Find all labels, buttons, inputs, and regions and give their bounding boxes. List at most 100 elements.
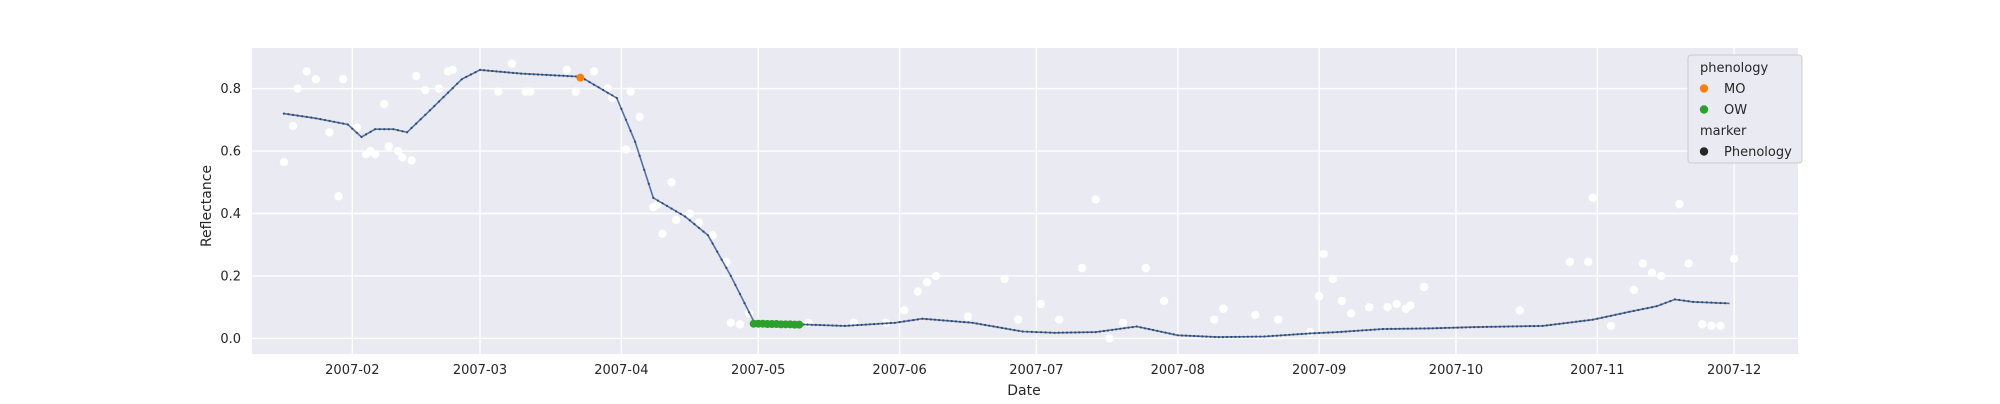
smoothed-line-marker bbox=[323, 118, 327, 122]
smoothed-line-marker bbox=[1600, 316, 1603, 319]
smoothed-line-marker bbox=[424, 113, 427, 116]
smoothed-line-marker bbox=[958, 320, 962, 323]
smoothed-line-marker bbox=[748, 311, 751, 314]
smoothed-line-marker bbox=[1164, 331, 1167, 334]
smoothed-line-marker bbox=[1664, 301, 1667, 304]
smoothed-line-marker bbox=[1013, 329, 1016, 332]
smoothed-line-marker bbox=[1039, 331, 1043, 334]
smoothed-line-marker bbox=[1086, 331, 1089, 334]
raw-observation-point bbox=[525, 87, 535, 96]
raw-observation-point bbox=[1729, 254, 1739, 263]
raw-observation-point bbox=[685, 209, 695, 218]
smoothed-line-marker bbox=[1394, 327, 1397, 330]
smoothed-line-marker bbox=[665, 204, 669, 207]
smoothed-line-marker bbox=[839, 324, 842, 327]
smoothed-line-marker bbox=[287, 113, 290, 116]
smoothed-line-marker bbox=[1623, 311, 1626, 314]
smoothed-line-marker bbox=[383, 128, 386, 131]
smoothed-line-marker bbox=[1168, 332, 1171, 335]
raw-observation-point bbox=[339, 75, 348, 84]
smoothed-line-marker bbox=[1587, 319, 1590, 322]
smoothed-line-marker bbox=[1275, 334, 1278, 337]
smoothed-line-marker bbox=[545, 73, 548, 76]
smoothed-line-marker bbox=[282, 112, 285, 115]
smoothed-line-marker bbox=[1682, 299, 1686, 302]
raw-observation-point bbox=[963, 312, 973, 321]
smoothed-line-marker bbox=[629, 129, 632, 132]
smoothed-line-marker bbox=[1318, 331, 1321, 335]
smoothed-line-marker bbox=[1591, 318, 1594, 321]
smoothed-line-marker bbox=[536, 73, 540, 76]
smoothed-line-marker bbox=[843, 324, 847, 327]
smoothed-line-marker bbox=[597, 86, 600, 89]
smoothed-line-marker bbox=[1554, 323, 1557, 326]
smoothed-line-marker bbox=[688, 219, 691, 222]
raw-observation-point bbox=[1319, 249, 1328, 259]
raw-observation-point bbox=[562, 65, 571, 75]
smoothed-line-marker bbox=[342, 122, 345, 125]
smoothed-line-marker bbox=[868, 323, 872, 326]
smoothed-line-marker bbox=[898, 321, 901, 324]
raw-observation-point bbox=[293, 84, 302, 93]
raw-observation-point bbox=[667, 178, 676, 187]
smoothed-line-marker bbox=[1021, 330, 1024, 333]
smoothed-line-marker bbox=[893, 321, 897, 324]
smoothed-line-marker bbox=[823, 324, 826, 327]
smoothed-line-marker bbox=[1357, 329, 1360, 332]
smoothed-line-marker bbox=[1427, 327, 1430, 330]
smoothed-line-marker bbox=[1009, 328, 1012, 331]
smoothed-line-marker bbox=[620, 107, 623, 110]
smoothed-line-marker bbox=[929, 318, 932, 321]
raw-observation-point bbox=[448, 65, 457, 75]
smoothed-line-marker bbox=[369, 130, 372, 133]
x-tick-label: 2007-12 bbox=[1707, 363, 1761, 378]
x-tick-label: 2007-05 bbox=[731, 363, 785, 378]
smoothed-line-marker bbox=[1558, 322, 1561, 325]
smoothed-line-marker bbox=[889, 321, 892, 325]
smoothed-line-marker bbox=[1172, 333, 1175, 336]
smoothed-line-marker bbox=[520, 72, 523, 75]
smoothed-line-marker bbox=[933, 318, 937, 321]
smoothed-line-marker bbox=[1655, 305, 1658, 308]
smoothed-line-marker bbox=[725, 266, 728, 269]
smoothed-line-marker bbox=[1381, 327, 1385, 331]
smoothed-line-marker bbox=[925, 318, 928, 321]
smoothed-line-marker bbox=[305, 115, 308, 118]
smoothed-line-marker bbox=[1322, 331, 1325, 334]
smoothed-line-marker bbox=[1575, 320, 1578, 323]
raw-observation-point bbox=[334, 192, 343, 201]
smoothed-line-marker bbox=[1094, 331, 1097, 334]
smoothed-line-marker bbox=[693, 223, 696, 226]
smoothed-line-marker bbox=[1498, 325, 1501, 328]
smoothed-line-marker bbox=[1619, 312, 1622, 315]
smoothed-line-marker bbox=[1004, 327, 1008, 330]
smoothed-line-marker bbox=[881, 322, 884, 325]
smoothed-line-marker bbox=[566, 75, 569, 78]
smoothed-line-marker bbox=[1719, 301, 1722, 305]
smoothed-line-marker bbox=[1139, 326, 1142, 329]
phenology-point-ow bbox=[795, 320, 804, 329]
raw-observation-point bbox=[1392, 299, 1401, 309]
y-tick-label: 0.8 bbox=[220, 82, 241, 97]
raw-observation-point bbox=[621, 145, 631, 154]
smoothed-line-marker bbox=[583, 78, 587, 81]
smoothed-line-marker bbox=[1511, 325, 1514, 328]
smoothed-line-marker bbox=[1348, 330, 1351, 333]
smoothed-line-marker bbox=[1651, 306, 1654, 309]
smoothed-line-marker bbox=[1313, 332, 1316, 335]
smoothed-line-marker bbox=[1255, 335, 1258, 338]
smoothed-line-marker bbox=[1217, 336, 1220, 339]
smoothed-line-marker bbox=[729, 274, 732, 277]
smoothed-line-marker bbox=[1481, 325, 1484, 329]
legend-marker bbox=[1699, 105, 1709, 114]
smoothed-line-marker bbox=[562, 74, 565, 77]
raw-observation-point bbox=[1141, 263, 1151, 273]
smoothed-line-marker bbox=[392, 128, 395, 131]
smoothed-line-marker bbox=[992, 325, 995, 328]
raw-observation-point bbox=[407, 156, 416, 165]
smoothed-line-marker bbox=[827, 324, 830, 327]
smoothed-line-marker bbox=[1410, 327, 1414, 330]
smoothed-line-marker bbox=[553, 74, 557, 77]
smoothed-line-marker bbox=[1507, 325, 1510, 328]
smoothed-line-marker bbox=[1030, 330, 1033, 333]
